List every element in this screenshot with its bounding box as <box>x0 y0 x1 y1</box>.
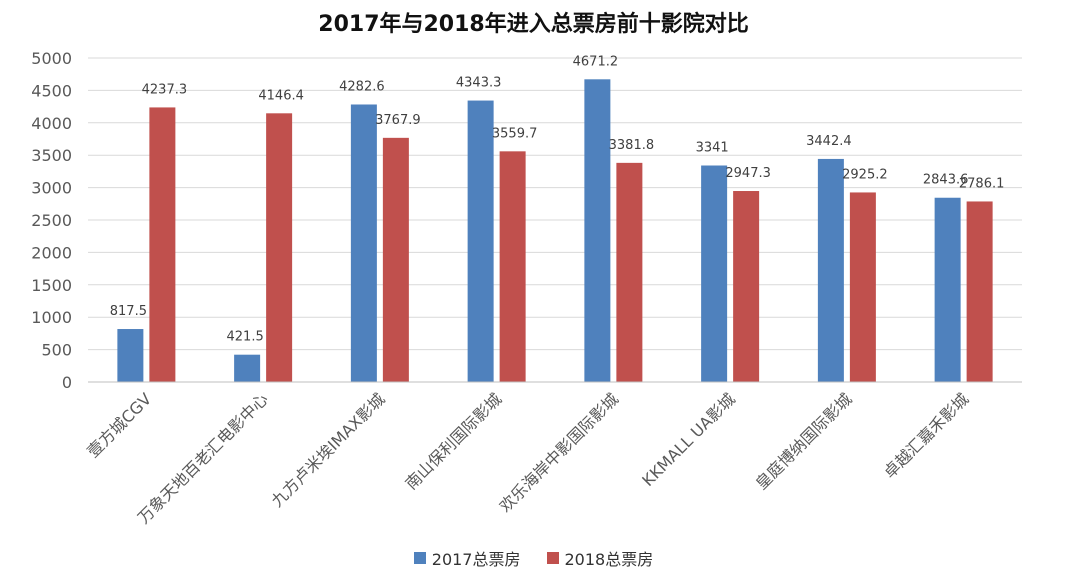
bar-2018 <box>733 191 760 382</box>
data-label: 817.5 <box>110 304 147 319</box>
data-label: 2925.2 <box>842 167 888 182</box>
legend-label-2018: 2018总票房 <box>564 550 654 569</box>
data-label: 4343.3 <box>456 76 502 91</box>
y-tick-label: 2000 <box>31 243 72 262</box>
legend-swatch-2017 <box>413 552 426 564</box>
data-labels: 817.5 4237.3 421.5 4146.4 4282.6 3767.9 4343.3… <box>110 54 1005 344</box>
bar-2017 <box>817 158 844 382</box>
bar-2017 <box>467 100 494 382</box>
bar-2017 <box>934 197 961 382</box>
chart-title: 2017年与2018年进入总票房前十影院对比 <box>318 12 749 37</box>
bar-2017 <box>117 329 144 382</box>
data-label: 2947.3 <box>725 166 771 181</box>
data-label: 3767.9 <box>375 113 421 128</box>
bar-2018 <box>966 201 993 382</box>
y-tick-label: 3500 <box>31 146 72 165</box>
bar-2017 <box>234 354 261 382</box>
bar-2018 <box>499 151 526 382</box>
x-tick-label: 九方卢米埃IMAX影城 <box>267 389 388 510</box>
x-tick-label: 欢乐海岸中影国际影城 <box>496 389 623 516</box>
legend-item-2017: 2017总票房 <box>413 546 521 570</box>
data-label: 4282.6 <box>339 79 385 94</box>
data-label: 2843.6 <box>923 173 969 188</box>
x-tick-label: 万象天地百老汇电影中心 <box>134 389 272 527</box>
bar-2017 <box>350 104 377 382</box>
bar-2017 <box>701 165 728 382</box>
y-tick-label: 500 <box>41 341 72 360</box>
bar-2018 <box>149 107 176 382</box>
y-axis-ticks: 0 500 1000 1500 2000 2500 3000 3500 4000 4500 5000 <box>31 49 72 392</box>
data-label: 3381.8 <box>609 138 655 153</box>
data-label: 4671.2 <box>573 54 619 69</box>
legend: 2017总票房 2018总票房 <box>0 546 1067 570</box>
data-label: 421.5 <box>227 330 264 345</box>
legend-item-2018: 2018总票房 <box>546 546 654 570</box>
x-tick-label: KKMALL UA影城 <box>638 389 739 490</box>
data-label: 3559.7 <box>492 126 538 141</box>
data-label: 4146.4 <box>258 88 304 103</box>
bar-2018 <box>616 162 643 382</box>
gridlines <box>88 57 1022 351</box>
x-tick-label: 壹方城CGV <box>83 389 155 461</box>
bars <box>117 79 993 382</box>
y-tick-label: 4000 <box>31 114 72 133</box>
y-tick-label: 3000 <box>31 179 72 198</box>
y-tick-label: 2500 <box>31 211 72 230</box>
bar-2018 <box>849 192 876 382</box>
data-label: 2786.1 <box>959 176 1005 191</box>
y-tick-label: 5000 <box>31 49 72 68</box>
y-tick-label: 0 <box>62 373 72 392</box>
bar-2017 <box>584 79 611 382</box>
data-label: 3341 <box>696 141 729 156</box>
y-tick-label: 4500 <box>31 81 72 100</box>
data-label: 3442.4 <box>806 134 852 149</box>
y-tick-label: 1500 <box>31 276 72 295</box>
x-tick-label: 南山保利国际影城 <box>401 389 505 493</box>
x-tick-label: 卓越汇嘉禾影城 <box>880 389 973 482</box>
y-tick-label: 1000 <box>31 308 72 327</box>
legend-swatch-2018 <box>546 552 559 564</box>
bar-2018 <box>382 137 409 382</box>
legend-label-2017: 2017总票房 <box>431 550 521 569</box>
data-label: 4237.3 <box>142 82 188 97</box>
bar-2018 <box>266 113 293 382</box>
x-tick-label: 皇庭博纳国际影城 <box>752 389 856 493</box>
